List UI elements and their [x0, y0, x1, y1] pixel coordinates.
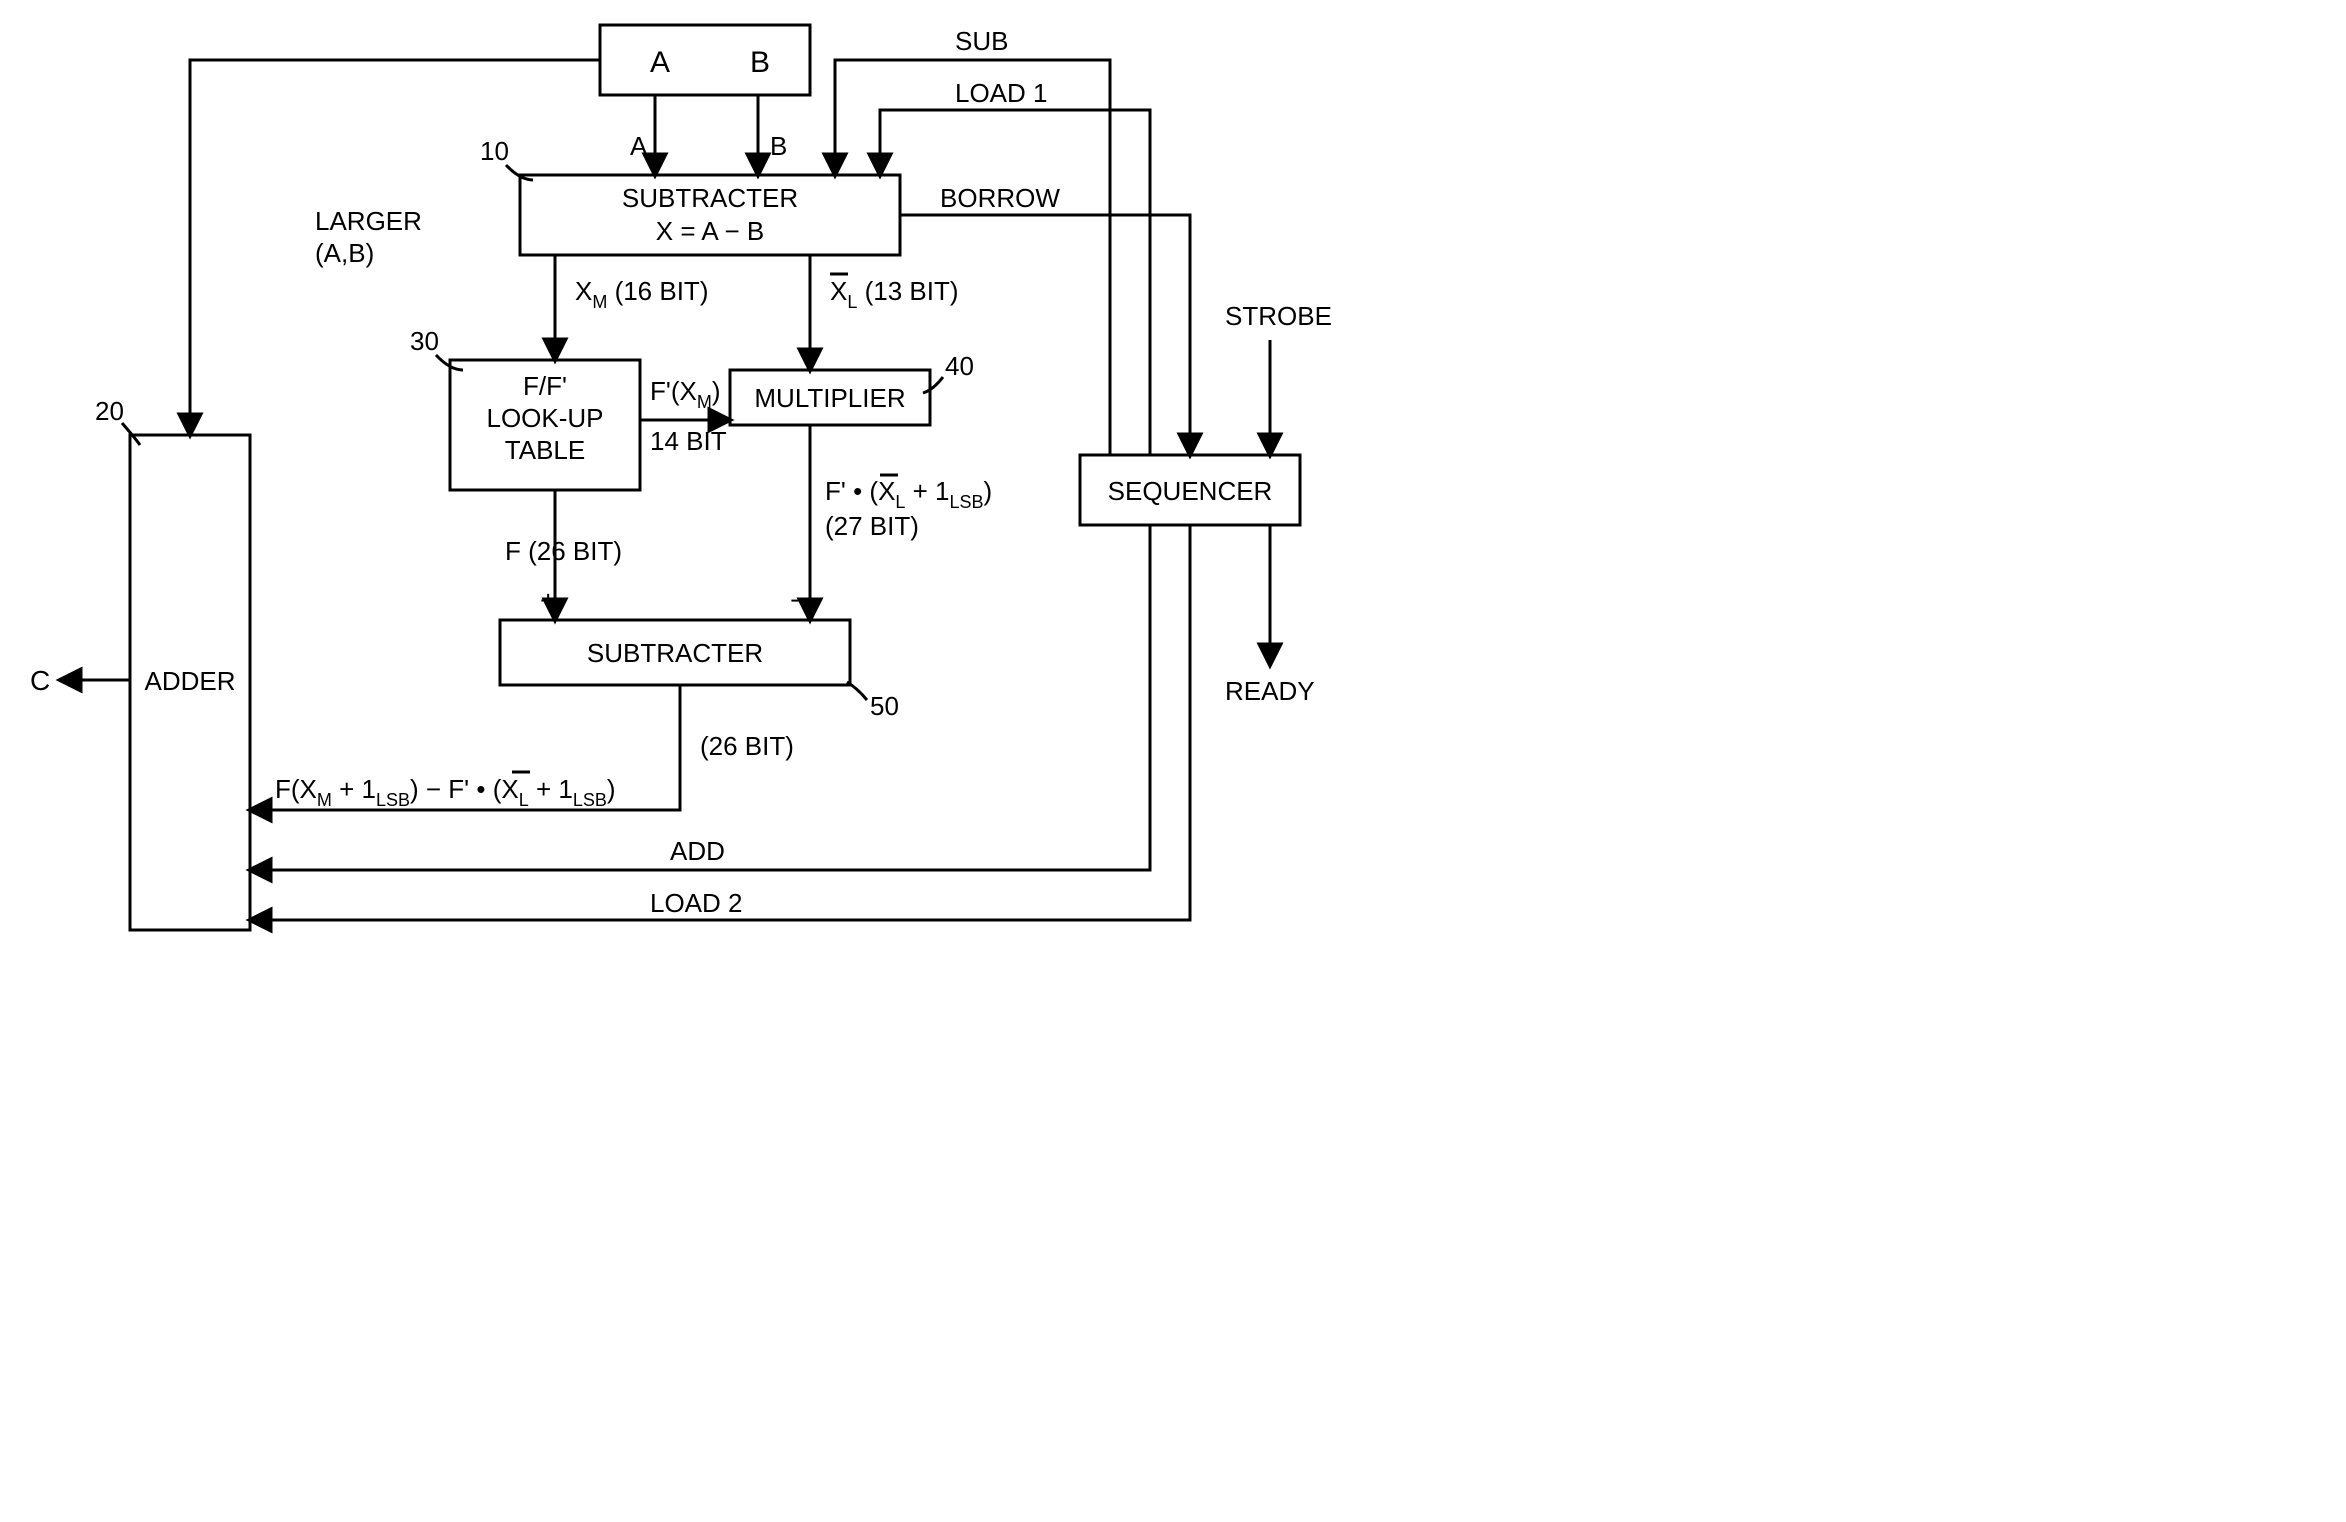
xl-label: XL (13 BIT): [830, 276, 959, 312]
wire-add: [250, 525, 1150, 870]
add-label: ADD: [670, 836, 725, 866]
c-label: C: [30, 665, 50, 696]
expr-label: F(XM + 1LSB) − F' • (XL + 1LSB): [275, 774, 616, 810]
wire-b-label: B: [770, 131, 787, 161]
larger-ab-label-1: LARGER: [315, 206, 422, 236]
sequencer-label: SEQUENCER: [1108, 476, 1273, 506]
input-a-label: A: [650, 46, 670, 79]
plus-label: +: [540, 585, 556, 616]
lookup-line1: F/F': [523, 371, 567, 401]
input-ab-box: [600, 25, 810, 95]
borrow-label: BORROW: [940, 183, 1060, 213]
lookup-line3: TABLE: [505, 435, 585, 465]
xm-label: XM (16 BIT): [575, 276, 708, 312]
sub2-out-bits: (26 BIT): [700, 731, 794, 761]
mult-out-label-1: F' • (XL + 1LSB): [825, 476, 992, 512]
fprime-xm-label-2: 14 BIT: [650, 426, 727, 456]
minus-label: −: [790, 585, 806, 616]
larger-ab-label-2: (A,B): [315, 238, 374, 268]
subtracter1-line2: X = A − B: [656, 216, 764, 246]
subtracter2-ref: 50: [870, 691, 899, 721]
subtracter1-ref: 10: [480, 136, 509, 166]
wire-borrow: [900, 215, 1190, 455]
sub-label: SUB: [955, 26, 1008, 56]
load2-label: LOAD 2: [650, 888, 743, 918]
f26-label: F (26 BIT): [505, 536, 622, 566]
subtracter2-leader: [847, 682, 867, 700]
block-diagram: A B SUBTRACTER X = A − B 10 F/F' LOOK-UP…: [0, 0, 1470, 960]
multiplier-label: MULTIPLIER: [754, 383, 905, 413]
wire-a-label: A: [630, 131, 648, 161]
lookup-ref: 30: [410, 326, 439, 356]
adder-label: ADDER: [144, 666, 235, 696]
adder-ref: 20: [95, 396, 124, 426]
mult-out-label-2: (27 BIT): [825, 511, 919, 541]
subtracter2-label: SUBTRACTER: [587, 638, 763, 668]
strobe-label: STROBE: [1225, 301, 1332, 331]
ready-label: READY: [1225, 676, 1315, 706]
fprime-xm-label-1: F'(XM): [650, 376, 721, 412]
load1-label: LOAD 1: [955, 78, 1048, 108]
lookup-line2: LOOK-UP: [486, 403, 603, 433]
multiplier-ref: 40: [945, 351, 974, 381]
input-b-label: B: [750, 46, 770, 79]
subtracter1-line1: SUBTRACTER: [622, 183, 798, 213]
